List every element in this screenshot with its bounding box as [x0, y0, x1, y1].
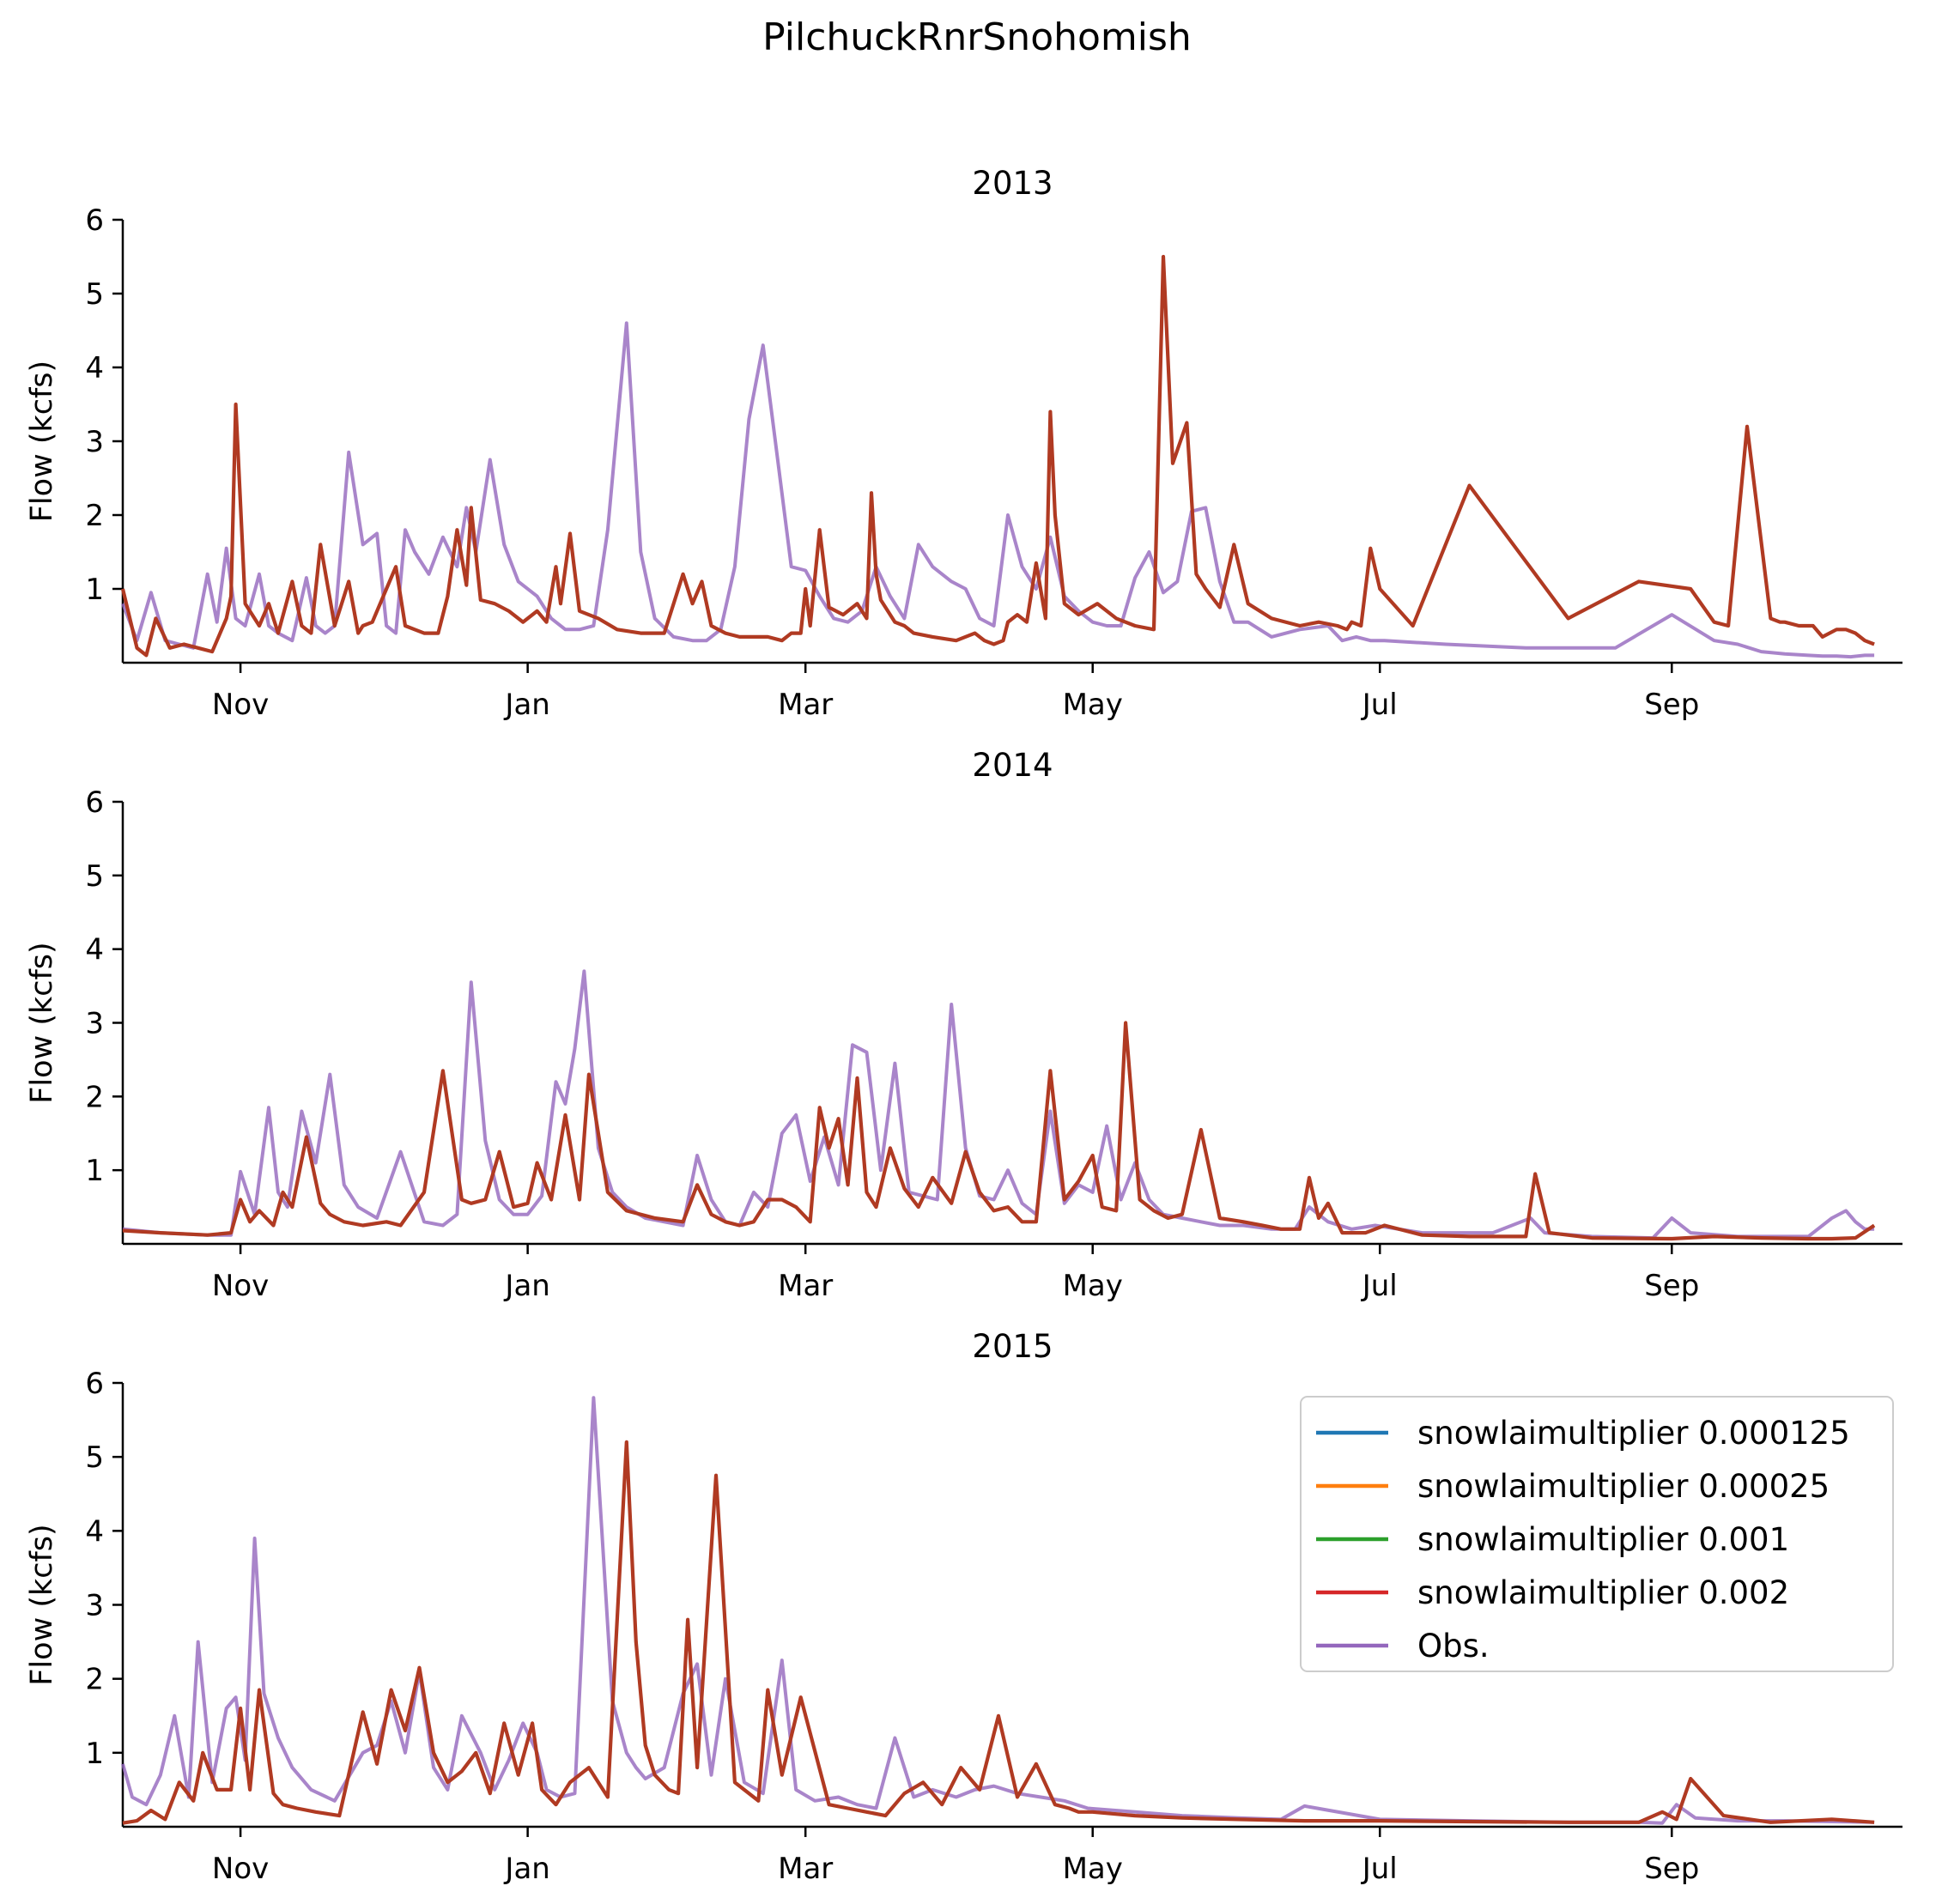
legend-entry: snowlaimultiplier 0.002 — [1417, 1574, 1789, 1611]
x-tick-label: Jul — [1361, 688, 1398, 722]
x-tick-label: Jan — [503, 1269, 549, 1303]
x-tick-label: Sep — [1644, 688, 1699, 722]
panel-title: 2015 — [972, 1328, 1053, 1365]
x-tick-label: Nov — [212, 688, 269, 722]
y-tick-label: 1 — [85, 1154, 104, 1188]
legend-entry: snowlaimultiplier 0.000125 — [1417, 1415, 1850, 1452]
x-tick-label: Mar — [778, 1269, 833, 1303]
x-tick-label: Sep — [1644, 1852, 1699, 1886]
x-tick-label: Jan — [503, 1852, 549, 1886]
series-line-snowlaimultiplier-0.002 — [120, 254, 1875, 658]
y-axis-label: Flow (kcfs) — [25, 361, 59, 522]
x-tick-label: May — [1063, 1852, 1123, 1886]
x-tick-label: Mar — [778, 1852, 833, 1886]
series-line-obs — [121, 321, 1875, 659]
y-axis-label: Flow (kcfs) — [25, 942, 59, 1103]
y-tick-label: 6 — [85, 785, 104, 820]
x-tick-label: May — [1063, 1269, 1123, 1303]
y-tick-label: 3 — [85, 1007, 104, 1041]
y-tick-label: 6 — [85, 1367, 104, 1401]
x-tick-label: Mar — [778, 688, 833, 722]
legend-entry: snowlaimultiplier 0.001 — [1417, 1521, 1789, 1558]
x-tick-label: Nov — [212, 1852, 269, 1886]
x-tick-label: Jan — [503, 688, 549, 722]
y-tick-label: 2 — [85, 1663, 104, 1697]
figure-title: PilchuckRnrSnohomish — [762, 15, 1192, 59]
y-tick-label: 4 — [85, 1514, 104, 1549]
legend-entry: snowlaimultiplier 0.00025 — [1417, 1468, 1830, 1505]
legend-entry: Obs. — [1417, 1628, 1490, 1664]
y-tick-label: 5 — [85, 277, 104, 312]
y-tick-label: 2 — [85, 1080, 104, 1114]
panel-title: 2014 — [972, 747, 1053, 784]
y-axis-label: Flow (kcfs) — [25, 1524, 59, 1685]
x-tick-label: Jul — [1361, 1269, 1398, 1303]
series-line-obs — [122, 969, 1875, 1240]
y-tick-label: 3 — [85, 1589, 104, 1623]
y-tick-label: 4 — [85, 351, 104, 385]
x-tick-label: May — [1063, 688, 1123, 722]
y-tick-label: 1 — [85, 1737, 104, 1771]
x-tick-label: Jul — [1361, 1852, 1398, 1886]
series-line-snowlaimultiplier-0.002 — [122, 1021, 1876, 1241]
y-tick-label: 1 — [85, 573, 104, 607]
y-tick-label: 5 — [85, 859, 104, 894]
y-tick-label: 6 — [85, 203, 104, 238]
y-tick-label: 2 — [85, 499, 104, 533]
y-tick-label: 5 — [85, 1440, 104, 1475]
y-tick-label: 3 — [85, 425, 104, 459]
panel-title: 2013 — [972, 165, 1053, 202]
series-line-snowlaimultiplier-0.002 — [122, 1440, 1875, 1825]
x-tick-label: Nov — [212, 1269, 269, 1303]
legend-box — [1300, 1396, 1894, 1672]
y-tick-label: 4 — [85, 933, 104, 967]
x-tick-label: Sep — [1644, 1269, 1699, 1303]
